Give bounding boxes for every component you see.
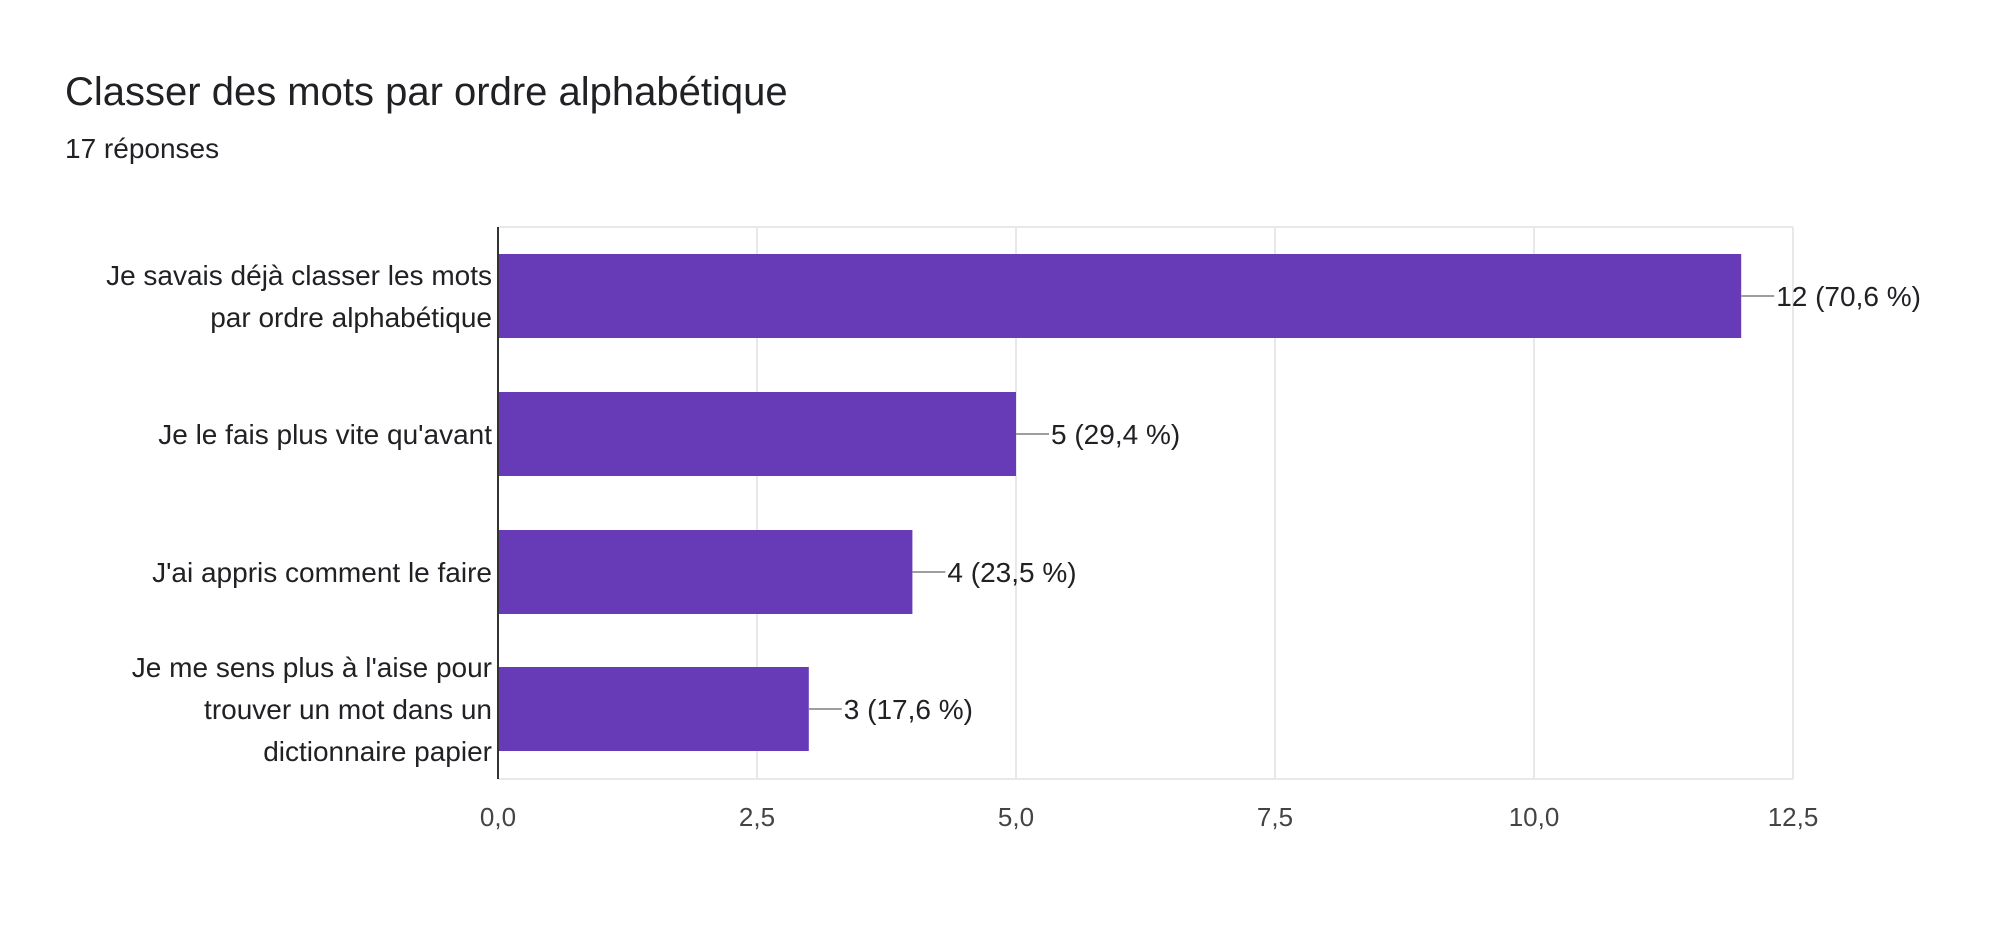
data-label: 5 (29,4 %) — [1051, 419, 1180, 450]
x-tick-label: 5,0 — [998, 802, 1034, 832]
category-label: J'ai appris comment le faire — [152, 557, 492, 588]
x-tick-label: 12,5 — [1768, 802, 1819, 832]
x-tick-label: 0,0 — [480, 802, 516, 832]
x-tick-label: 7,5 — [1257, 802, 1293, 832]
bar — [498, 254, 1742, 338]
category-label-line: Je le fais plus vite qu'avant — [158, 419, 492, 450]
category-label-line: trouver un mot dans un — [204, 694, 492, 725]
category-label-line: J'ai appris comment le faire — [152, 557, 492, 588]
bar — [498, 667, 809, 751]
x-tick-label: 2,5 — [739, 802, 775, 832]
chart-title: Classer des mots par ordre alphabétique — [65, 70, 788, 114]
data-labels: 12 (70,6 %) 5 (29,4 %) 4 (23,5 %) 3 (17,6 %… — [844, 281, 1921, 725]
x-tick-labels: 0,0 2,5 5,0 7,5 10,0 12,5 — [480, 802, 1818, 832]
category-label-line: Je savais déjà classer les mots — [106, 260, 492, 291]
response-count: 17 réponses — [65, 133, 220, 164]
data-label: 4 (23,5 %) — [947, 557, 1076, 588]
category-label: Je savais déjà classer les mots par ordre… — [106, 260, 492, 333]
data-label-leaders — [808, 295, 1775, 710]
bars — [498, 254, 1742, 751]
category-label-line: Je me sens plus à l'aise pour — [132, 652, 492, 683]
bar — [498, 392, 1016, 476]
category-label: Je me sens plus à l'aise pour trouver un … — [132, 652, 492, 767]
data-label: 12 (70,6 %) — [1776, 281, 1921, 312]
x-tick-label: 10,0 — [1509, 802, 1560, 832]
bar — [498, 530, 913, 614]
category-label-line: dictionnaire papier — [263, 736, 492, 767]
category-label-line: par ordre alphabétique — [210, 302, 492, 333]
category-label: Je le fais plus vite qu'avant — [158, 419, 492, 450]
category-labels: Je savais déjà classer les mots par ordre… — [106, 260, 492, 767]
data-label: 3 (17,6 %) — [844, 694, 973, 725]
